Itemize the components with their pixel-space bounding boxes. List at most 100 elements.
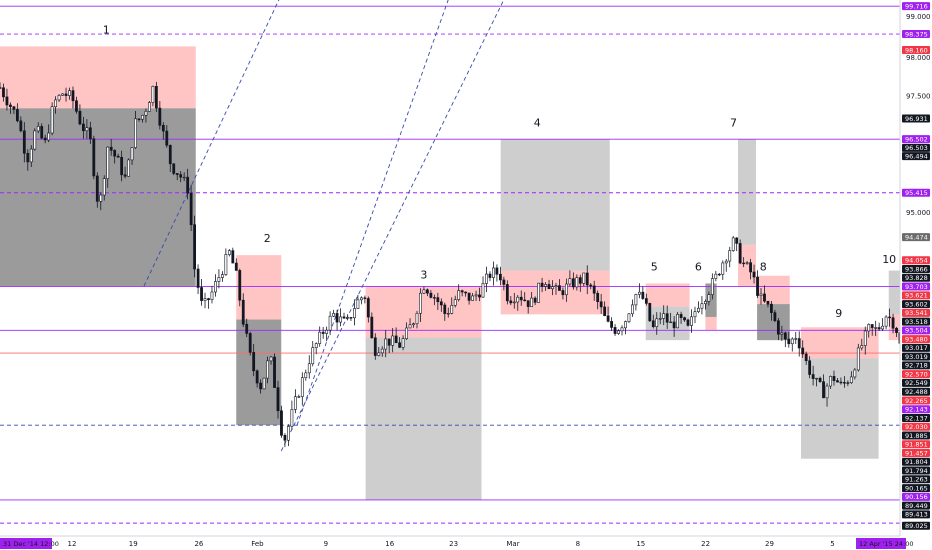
price-label-text: 93.541 xyxy=(905,309,928,317)
candle-body xyxy=(387,338,391,346)
candle-body xyxy=(384,338,388,350)
candle-body xyxy=(794,338,798,340)
price-label-text: 99.716 xyxy=(905,2,928,10)
x-tick-label: 8 xyxy=(576,540,580,548)
candle-body xyxy=(874,327,878,329)
candle-body xyxy=(43,137,47,141)
candle-body xyxy=(207,298,210,301)
candle-body xyxy=(255,370,259,384)
price-label-box xyxy=(902,396,930,405)
price-label-box xyxy=(902,466,930,475)
candle-body xyxy=(676,314,680,329)
candle-body xyxy=(721,262,725,275)
candle-body xyxy=(141,114,144,120)
candle-body xyxy=(731,237,735,251)
candle-body xyxy=(457,290,461,300)
price-label-box xyxy=(902,343,930,352)
candle-body xyxy=(801,347,805,355)
candle-body xyxy=(565,283,568,296)
candle-body xyxy=(426,289,429,294)
candle-body xyxy=(829,376,832,387)
candle-body xyxy=(429,292,433,298)
zone-label-2: 2 xyxy=(264,232,271,245)
zone-9-grey xyxy=(801,358,879,459)
price-label-box xyxy=(902,510,930,519)
candle-body xyxy=(571,278,575,288)
candle-body xyxy=(318,331,322,344)
candle-body xyxy=(241,299,245,325)
candle-body xyxy=(728,250,732,262)
candle-body xyxy=(766,300,770,305)
price-label-box xyxy=(902,30,930,39)
x-tick-label: Mar xyxy=(506,540,519,548)
candle-body xyxy=(488,273,492,278)
price-label-text: 91.804 xyxy=(905,458,928,466)
candle-body xyxy=(419,292,422,314)
candle-body xyxy=(492,267,495,278)
candle-body xyxy=(697,307,700,312)
candle-body xyxy=(283,435,287,441)
candle-body xyxy=(95,175,99,202)
candle-body xyxy=(321,331,325,334)
candle-body xyxy=(57,94,61,101)
x-tick-label: 19 xyxy=(129,540,138,548)
candle-body xyxy=(811,374,815,379)
candle-body xyxy=(280,410,283,436)
candle-body xyxy=(523,299,527,302)
price-label-text: 94.054 xyxy=(905,257,928,265)
candle-body xyxy=(808,360,812,375)
candle-body xyxy=(314,343,318,348)
zone-8-red xyxy=(757,275,790,305)
candle-body xyxy=(856,347,860,371)
zone-label-3: 3 xyxy=(420,268,427,281)
candle-body xyxy=(843,382,846,384)
price-label-box xyxy=(902,2,930,11)
price-label-text: 91.885 xyxy=(905,432,928,440)
candle-body xyxy=(547,284,551,290)
candle-body xyxy=(537,282,541,303)
candle-body xyxy=(68,90,71,96)
candle-body xyxy=(227,250,231,255)
candle-body xyxy=(50,106,54,134)
candle-body xyxy=(144,110,148,116)
candle-body xyxy=(836,380,839,383)
candle-body xyxy=(12,106,16,110)
price-label-box xyxy=(902,413,930,422)
candle-body xyxy=(679,314,683,318)
candle-body xyxy=(860,345,864,349)
price-label-box xyxy=(902,233,930,242)
candle-body xyxy=(328,315,332,331)
candle-body xyxy=(606,315,610,322)
candle-body xyxy=(161,125,165,132)
candle-body xyxy=(707,294,711,302)
y-tick-label: 98.000 xyxy=(906,54,931,62)
candle-body xyxy=(749,262,752,273)
candle-body xyxy=(356,299,360,309)
candle-body xyxy=(578,277,582,284)
zone-1-red xyxy=(0,46,196,109)
candle-body xyxy=(863,330,867,346)
candle-body xyxy=(168,144,172,165)
end-date-label: 12 Apr '15 24:00 xyxy=(859,540,914,548)
candle-body xyxy=(582,272,586,284)
candle-body xyxy=(366,298,370,318)
price-label-text: 96.494 xyxy=(905,152,928,160)
price-label-text: 90.165 xyxy=(905,484,928,492)
candle-body xyxy=(756,276,759,296)
price-label-box xyxy=(902,405,930,414)
x-tick-label: 5 xyxy=(830,540,834,548)
price-label-text: 98.375 xyxy=(905,30,928,38)
candle-body xyxy=(745,262,749,264)
price-label-text: 93.602 xyxy=(905,300,928,308)
candle-body xyxy=(200,287,203,301)
candle-body xyxy=(415,312,419,325)
zone-9-red xyxy=(801,327,879,359)
candle-body xyxy=(412,323,415,326)
candle-body xyxy=(335,313,339,323)
candle-body xyxy=(648,303,652,322)
y-tick-label: 97.500 xyxy=(906,92,931,100)
candle-body xyxy=(325,329,329,334)
candle-body xyxy=(307,363,311,374)
candle-body xyxy=(651,320,655,328)
candle-body xyxy=(175,173,179,175)
